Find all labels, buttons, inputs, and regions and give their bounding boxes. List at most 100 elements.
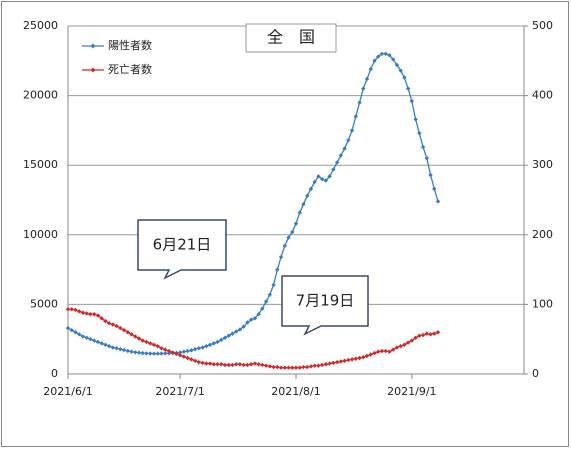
point: [383, 348, 388, 354]
point: [189, 357, 194, 362]
point: [133, 334, 138, 339]
point: [349, 128, 355, 133]
point: [110, 322, 116, 327]
point: [387, 349, 392, 354]
point: [346, 357, 351, 363]
point: [226, 362, 231, 368]
point: [106, 343, 112, 349]
point: [118, 347, 123, 352]
point: [192, 358, 198, 363]
point: [200, 360, 205, 366]
point: [301, 364, 306, 370]
point: [402, 75, 407, 80]
point: [405, 340, 411, 345]
point: [159, 346, 164, 351]
y2-tick-label: 100: [532, 297, 553, 310]
y-tick-label: 10000: [23, 228, 58, 241]
point: [65, 307, 71, 312]
point: [327, 361, 332, 366]
title-box: [245, 23, 337, 53]
point: [174, 351, 179, 357]
point: [77, 309, 82, 314]
y-tick-label: 20000: [23, 89, 58, 102]
point: [185, 348, 190, 354]
point: [361, 86, 366, 91]
point: [148, 351, 153, 356]
point: [357, 100, 362, 105]
y2-tick-label: 0: [532, 367, 539, 380]
point: [196, 359, 202, 365]
point: [177, 350, 183, 355]
point: [394, 62, 400, 68]
point: [204, 343, 209, 349]
point: [230, 331, 235, 336]
point: [84, 335, 89, 341]
point: [233, 329, 239, 334]
point: [420, 332, 426, 338]
point: [155, 343, 160, 349]
chart-title: 全 国: [267, 28, 315, 47]
point: [248, 317, 254, 322]
point: [316, 363, 321, 368]
point: [275, 364, 280, 370]
point: [241, 362, 246, 368]
point: [316, 174, 321, 179]
point: [118, 325, 123, 331]
point: [390, 347, 396, 352]
point: [207, 361, 213, 366]
point: [84, 311, 89, 316]
x-tick-label: 2021/9/1: [387, 385, 436, 398]
annotation: 7月19日: [296, 292, 355, 310]
point: [177, 353, 183, 358]
point: [312, 363, 317, 368]
point: [219, 337, 224, 343]
chart-border: [1, 1, 569, 447]
point: [263, 363, 269, 368]
point: [424, 156, 430, 161]
point: [301, 201, 306, 207]
point: [338, 153, 344, 158]
point: [91, 311, 97, 317]
point: [387, 53, 392, 58]
point: [245, 320, 250, 325]
point: [435, 199, 441, 204]
point: [271, 282, 276, 288]
point: [409, 98, 415, 104]
point: [77, 332, 82, 337]
point: [148, 341, 153, 346]
x-tick-label: 2021/6/1: [43, 385, 92, 398]
point: [323, 178, 329, 183]
point: [286, 235, 291, 240]
point: [166, 348, 172, 354]
point: [204, 361, 209, 366]
point: [106, 320, 112, 326]
point: [136, 336, 142, 341]
point: [215, 362, 220, 367]
callout: [281, 275, 369, 336]
y-tick-label: 15000: [23, 158, 58, 171]
x-tick-label: 2021/7/1: [155, 385, 204, 398]
y2-tick-label: 200: [532, 228, 553, 241]
x-tick-label: 2021/8/1: [271, 385, 320, 398]
point: [219, 362, 224, 367]
point: [293, 221, 299, 226]
point: [267, 292, 273, 297]
point: [305, 193, 310, 199]
point: [215, 339, 220, 345]
point: [319, 362, 325, 368]
point: [275, 267, 280, 272]
point: [189, 348, 194, 353]
point: [372, 350, 377, 356]
point: [226, 333, 231, 338]
point: [334, 160, 340, 165]
point: [432, 331, 437, 336]
y2-tick-label: 400: [532, 89, 553, 102]
y-tick-label: 5000: [30, 297, 58, 310]
point: [166, 351, 172, 356]
point: [432, 186, 437, 192]
point: [267, 364, 273, 369]
point: [278, 365, 284, 370]
point: [222, 362, 228, 368]
point: [376, 54, 381, 59]
point: [409, 338, 415, 343]
